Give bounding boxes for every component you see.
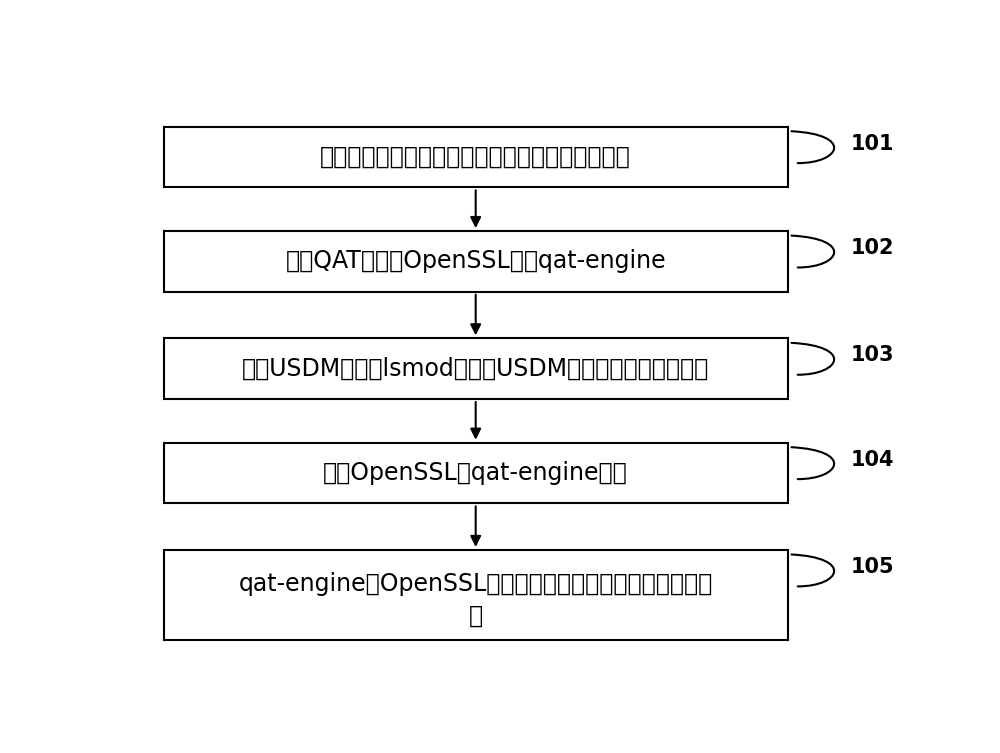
Bar [164, 338, 788, 399]
Bar [164, 127, 788, 187]
Text: 据: 据 [469, 604, 483, 628]
Text: 加载USDM，运行lsmod，检查USDM组件是否已经成功加载: 加载USDM，运行lsmod，检查USDM组件是否已经成功加载 [242, 357, 709, 381]
Text: 创建OpenSSL的qat-engine环境: 创建OpenSSL的qat-engine环境 [323, 461, 628, 485]
Bar [164, 231, 788, 292]
Text: 安装QAT驱动、OpenSSL以及qat-engine: 安装QAT驱动、OpenSSL以及qat-engine [285, 249, 666, 273]
Text: 101: 101 [850, 134, 894, 154]
Text: 103: 103 [850, 346, 894, 365]
Text: 102: 102 [850, 238, 894, 258]
Text: qat-engine与OpenSSL的算法速度进行对比获得性能对比数: qat-engine与OpenSSL的算法速度进行对比获得性能对比数 [239, 572, 713, 596]
Text: 104: 104 [850, 450, 894, 470]
Text: 105: 105 [850, 557, 894, 577]
Bar [164, 443, 788, 504]
Text: 配置运行环境，所述运行环境包括软件和硬件环境: 配置运行环境，所述运行环境包括软件和硬件环境 [320, 145, 631, 169]
Bar [164, 550, 788, 640]
